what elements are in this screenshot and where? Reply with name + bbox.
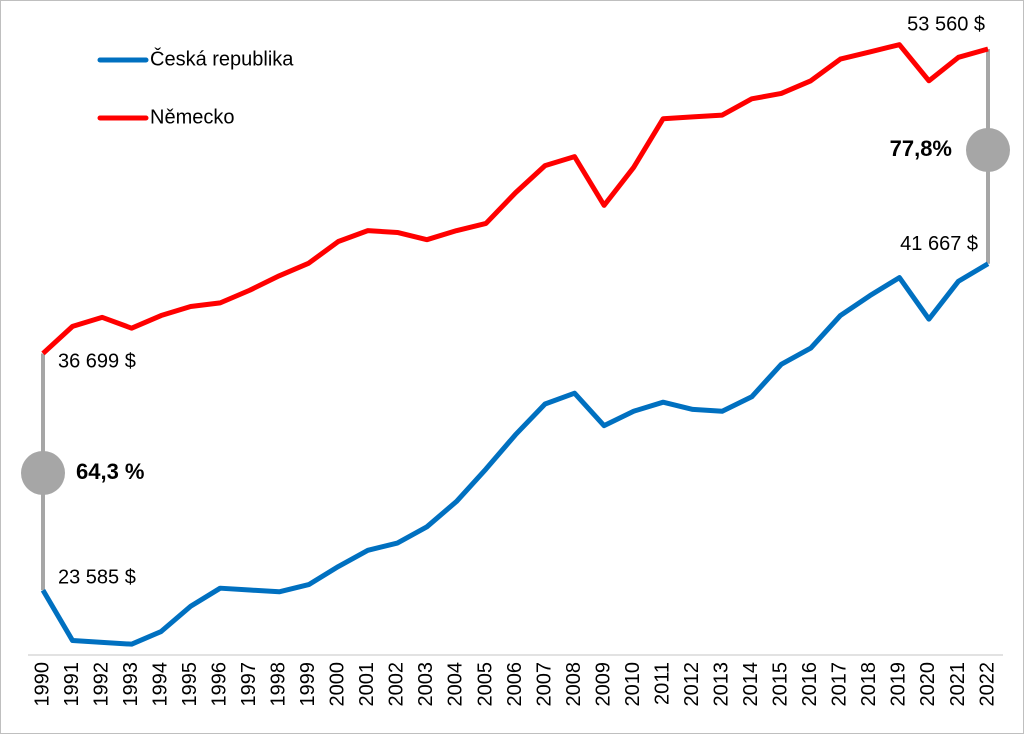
x-tick-label: 1990 (31, 662, 53, 707)
x-tick-label: 2013 (711, 662, 733, 707)
x-tick-label: 2022 (976, 662, 998, 707)
x-tick-label: 1996 (208, 662, 230, 707)
gap-annotation: 77,8% (890, 136, 952, 161)
data-label: 23 585 $ (58, 567, 136, 589)
series-line (41, 42, 989, 356)
x-tick-label: 2007 (533, 662, 555, 707)
x-tick-label: 2004 (445, 662, 467, 707)
x-tick-label: 2001 (356, 662, 378, 707)
x-tick-label: 2003 (415, 662, 437, 707)
data-label: 53 560 $ (907, 13, 985, 35)
gap-marker (966, 128, 1010, 172)
x-tick-label: 2019 (888, 662, 910, 707)
x-tick-label: 2018 (858, 662, 880, 707)
x-tick-label: 1995 (179, 662, 201, 707)
x-tick-label: 1993 (120, 662, 142, 707)
x-tick-label: 2017 (829, 662, 851, 707)
x-tick-label: 1994 (149, 662, 171, 707)
x-tick-label: 2016 (799, 662, 821, 707)
series-line (40, 261, 990, 647)
x-tick-label: 2005 (474, 662, 496, 707)
x-tick-label: 1999 (297, 662, 319, 707)
x-tick-label: 2014 (740, 662, 762, 707)
x-tick-label: 2021 (947, 662, 969, 707)
data-label: 36 699 $ (58, 351, 136, 373)
x-tick-label: 2009 (592, 662, 614, 707)
x-tick-label: 2012 (681, 662, 703, 707)
x-tick-label: 2000 (327, 662, 349, 707)
x-tick-label: 2015 (770, 662, 792, 707)
x-tick-label: 2008 (563, 662, 585, 707)
legend-label: Česká republika (150, 47, 294, 70)
data-label: 41 667 $ (900, 233, 978, 255)
x-tick-label: 2011 (651, 662, 673, 705)
gap-annotation: 64,3 % (76, 459, 145, 484)
x-tick-label: 1997 (238, 662, 260, 707)
legend-label: Německo (150, 106, 234, 128)
x-tick-label: 2020 (917, 662, 939, 707)
x-tick-label: 2010 (622, 662, 644, 707)
x-tick-label: 1998 (268, 662, 290, 707)
x-tick-label: 2006 (504, 662, 526, 707)
x-tick-label: 1992 (90, 662, 112, 707)
gap-marker (21, 451, 65, 495)
x-tick-label: 1991 (61, 662, 83, 707)
x-tick-label: 2002 (386, 662, 408, 707)
